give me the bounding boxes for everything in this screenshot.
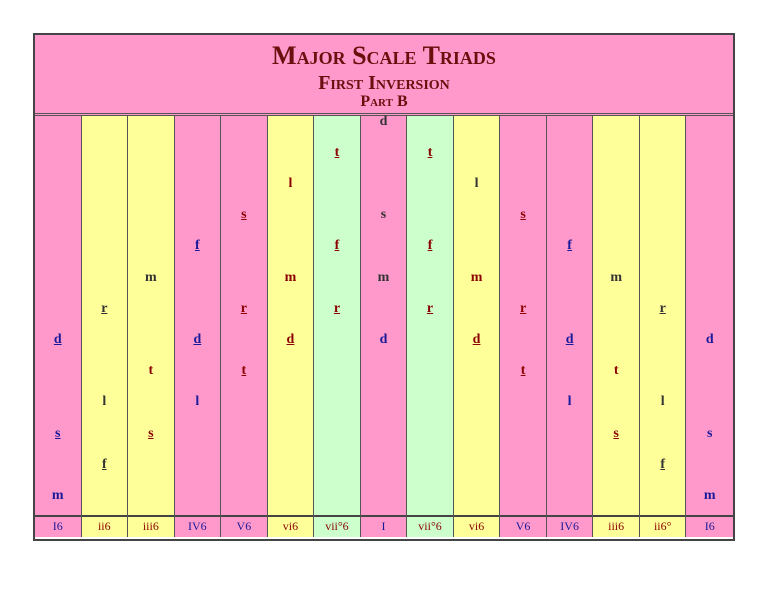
triad-column: t r s V6 xyxy=(221,116,268,537)
triad-column: s t m iii6 xyxy=(593,116,640,537)
solfege-note: m xyxy=(703,488,716,503)
solfege-note: t xyxy=(241,363,247,379)
solfege-note: r xyxy=(519,300,527,316)
chord-label: ii6 xyxy=(81,515,128,537)
solfege-note: d xyxy=(705,332,714,347)
solfege-note: d xyxy=(472,332,481,347)
solfege-note: m xyxy=(144,269,157,285)
solfege-note: d xyxy=(379,332,388,347)
triad-column: m s d I6 xyxy=(686,116,733,537)
solfege-note: t xyxy=(520,363,526,379)
solfege-note: l xyxy=(288,176,293,191)
solfege-note: s xyxy=(706,425,713,441)
solfege-note: s xyxy=(380,207,387,223)
chord-label: iii6 xyxy=(128,515,174,537)
chart-part: Part B xyxy=(360,93,408,110)
chord-label: IV6 xyxy=(546,515,593,537)
scale-triads-chart: Major Scale Triads First Inversion Part … xyxy=(33,33,735,541)
solfege-note: f xyxy=(427,238,433,254)
solfege-note: t xyxy=(427,144,433,160)
triad-column: d m l vi6 xyxy=(267,116,315,537)
solfege-note: t xyxy=(613,363,619,379)
triad-column: m s d I6 xyxy=(35,116,82,537)
solfege-note: m xyxy=(377,269,390,285)
solfege-note: d xyxy=(193,332,202,347)
solfege-note: d xyxy=(379,113,388,129)
triad-column: d m l vi6 xyxy=(453,116,501,537)
triad-column: r f t vii°6 xyxy=(407,116,454,537)
solfege-note: l xyxy=(102,394,107,410)
solfege-note: l xyxy=(195,394,200,410)
solfege-note: m xyxy=(284,269,297,285)
triad-column: l d f IV6 xyxy=(174,116,222,537)
solfege-note: f xyxy=(660,456,666,472)
chord-label: I6 xyxy=(686,515,733,537)
chart-title: Major Scale Triads xyxy=(272,41,496,70)
solfege-note: d xyxy=(565,332,574,347)
chord-label: V6 xyxy=(221,515,267,537)
solfege-note: s xyxy=(613,425,619,441)
chord-label: vii°6 xyxy=(314,515,360,537)
solfege-note: m xyxy=(51,488,64,503)
chart-header: Major Scale Triads First Inversion Part … xyxy=(35,35,733,116)
solfege-note: r xyxy=(101,300,108,316)
solfege-note: m xyxy=(470,269,483,285)
triad-column: t r s V6 xyxy=(500,116,547,537)
triad-column: r f t vii°6 xyxy=(314,116,361,537)
chord-label: vi6 xyxy=(453,515,500,537)
solfege-note: s xyxy=(241,207,247,223)
solfege-note: d xyxy=(53,332,62,347)
triad-columns: m s d I6 f l r ii6 s t m iii6 l d f IV6 t r s V6 d m l vi6 r f t vi… xyxy=(35,113,733,537)
solfege-note: f xyxy=(101,456,107,472)
triad-column: f l r ii6° xyxy=(639,116,687,537)
solfege-note: d xyxy=(286,332,295,347)
solfege-note: f xyxy=(567,238,572,254)
chord-label: iii6 xyxy=(593,515,639,537)
chord-label: ii6° xyxy=(639,515,686,537)
solfege-note: t xyxy=(148,363,154,379)
chart-subtitle: First Inversion xyxy=(318,72,450,94)
chord-label: IV6 xyxy=(174,515,221,537)
solfege-note: r xyxy=(426,300,434,316)
solfege-note: r xyxy=(240,300,247,316)
solfege-note: l xyxy=(567,394,572,410)
triad-column: l d f IV6 xyxy=(546,116,594,537)
chord-label: V6 xyxy=(500,515,546,537)
solfege-note: l xyxy=(660,394,665,410)
solfege-note: r xyxy=(659,300,666,316)
triad-column: f l r ii6 xyxy=(81,116,129,537)
solfege-note: t xyxy=(334,144,340,160)
solfege-note: l xyxy=(474,176,479,191)
chord-label: I xyxy=(360,515,407,537)
chord-label: vii°6 xyxy=(407,515,453,537)
solfege-note: f xyxy=(195,238,200,254)
solfege-note: r xyxy=(333,300,341,316)
solfege-note: s xyxy=(148,425,154,441)
triad-column: s t m iii6 xyxy=(128,116,175,537)
solfege-note: m xyxy=(610,269,622,285)
solfege-note: s xyxy=(55,425,61,441)
solfege-note: s xyxy=(520,207,526,223)
solfege-note: f xyxy=(334,238,340,254)
chord-label: I6 xyxy=(35,515,81,537)
triad-column: d m s d I xyxy=(360,113,408,537)
chord-label: vi6 xyxy=(267,515,314,537)
